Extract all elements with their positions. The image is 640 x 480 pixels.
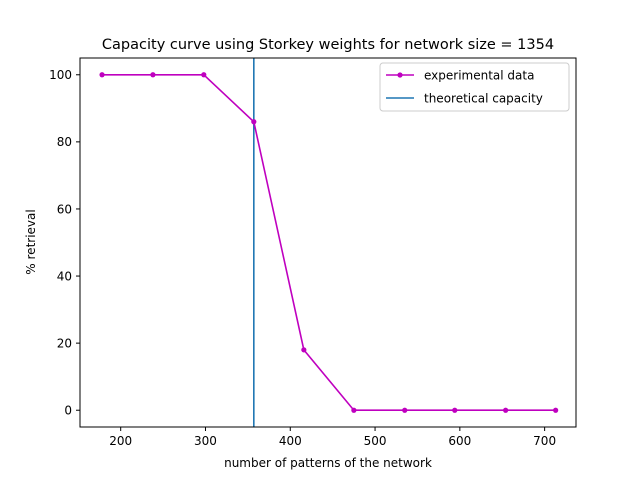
x-tick-label: 500 [364,434,387,448]
legend-theoretical-label: theoretical capacity [424,92,543,106]
y-tick-label: 80 [57,135,72,149]
data-point [351,407,357,413]
x-axis-label: number of patterns of the network [224,456,432,470]
data-point [99,72,105,78]
x-tick-label: 700 [533,434,556,448]
x-tick-label: 600 [448,434,471,448]
data-point [452,407,458,413]
data-point [301,347,307,353]
legend-box [379,62,570,112]
chart-title: Capacity curve using Storkey weights for… [102,37,554,53]
plot-frame [79,57,577,428]
y-tick-label: 0 [64,404,72,418]
legend: experimental data theoretical capacity [379,62,570,112]
data-point [251,119,257,125]
data-point [402,407,408,413]
y-tick-label: 20 [57,336,72,350]
legend-experimental-marker [397,72,403,78]
y-axis-label: % retrieval [24,209,38,274]
legend-experimental-label: experimental data [424,69,534,83]
plot-area [99,58,559,427]
y-tick-label: 100 [49,68,72,82]
y-tick-label: 60 [57,202,72,216]
data-point [553,407,559,413]
data-point [150,72,156,78]
y-tick-label: 40 [57,269,72,283]
data-point [201,72,207,78]
y-axis: 0 20 40 60 80 100 [49,68,80,418]
data-point [503,407,509,413]
x-tick-label: 200 [109,434,132,448]
experimental-data-line [102,73,556,412]
x-axis: 200 300 400 500 600 700 [109,427,556,448]
x-tick-label: 300 [194,434,217,448]
x-tick-label: 400 [279,434,302,448]
